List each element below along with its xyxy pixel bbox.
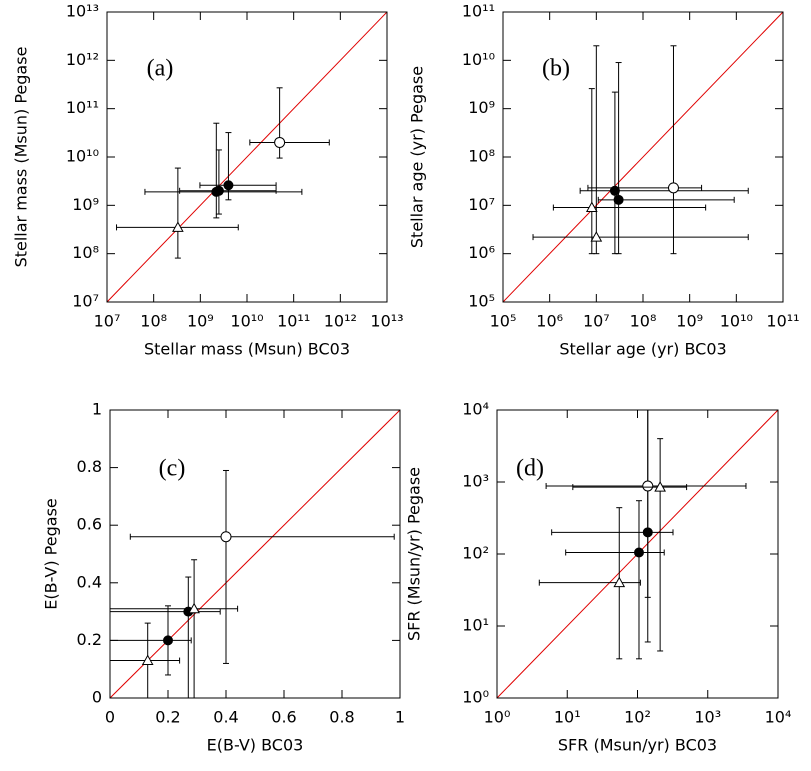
point [609, 185, 620, 196]
y-tick-label: 10¹² [66, 50, 99, 69]
x-tick-label: 10⁴ [765, 708, 792, 727]
diagonal [106, 11, 388, 303]
y-tick-label: 10⁷ [72, 292, 99, 311]
point [667, 182, 679, 194]
y-tick-label: 10¹⁰ [462, 50, 495, 69]
x-tick-label: 10¹⁰ [720, 312, 753, 331]
y-axis-label: Stellar age (yr) Pegase [408, 66, 427, 248]
point [220, 531, 232, 543]
point [590, 231, 603, 242]
x-tick-label: 10¹³ [370, 312, 403, 331]
panel-title: (a) [147, 56, 174, 82]
y-tick-label: 0 [92, 688, 102, 707]
y-tick-label: 10¹¹ [462, 2, 495, 21]
y-tick-label: 10⁰ [462, 688, 489, 707]
point [213, 185, 224, 196]
y-tick-label: 10⁸ [468, 147, 495, 166]
point [654, 481, 666, 492]
y-axis-label: Stellar mass (Msun) Pegase [12, 47, 31, 268]
y-tick-label: 10⁶ [468, 243, 495, 262]
plot-frame [106, 11, 388, 303]
y-tick-label: 10¹⁰ [66, 147, 99, 166]
y-tick-label: 10⁹ [72, 195, 99, 214]
y-tick-label: 10¹¹ [66, 98, 99, 117]
y-tick-label: 0.2 [77, 630, 102, 649]
y-tick-label: 10⁵ [468, 292, 495, 311]
x-tick-label: 10³ [694, 708, 721, 727]
y-axis-label: SFR (Msun/yr) Pegase [405, 467, 424, 641]
x-tick-label: 10¹² [324, 312, 357, 331]
x-tick-label: 0.4 [213, 708, 238, 727]
x-tick-label: 10⁹ [676, 312, 703, 331]
plot-frame [502, 11, 784, 303]
x-axis-label: Stellar age (yr) BC03 [559, 340, 726, 359]
x-tick-label: 10¹¹ [277, 312, 310, 331]
diagonal [109, 409, 401, 699]
x-tick-label: 0.6 [271, 708, 296, 727]
x-tick-label: 10⁸ [140, 312, 167, 331]
point [642, 480, 654, 492]
panel-title: (c) [159, 456, 186, 482]
x-tick-label: 10⁷ [94, 312, 121, 331]
point [163, 635, 173, 646]
point [188, 602, 200, 614]
x-tick-label: 10⁶ [536, 312, 563, 331]
point [633, 547, 644, 558]
x-tick-label: 10¹⁰ [230, 312, 263, 331]
x-axis-label: Stellar mass (Msun) BC03 [144, 340, 350, 359]
y-tick-label: 10¹³ [66, 2, 99, 21]
point [141, 654, 154, 666]
diagonal [502, 11, 784, 303]
x-tick-label: 10¹¹ [766, 312, 799, 331]
x-axis-label: SFR (Msun/yr) BC03 [558, 736, 717, 755]
point [172, 221, 184, 232]
y-axis-label: E(B-V) Pegase [42, 498, 61, 610]
x-tick-label: 10⁵ [490, 312, 517, 331]
point [274, 136, 286, 148]
point [585, 201, 598, 213]
y-tick-label: 0.6 [77, 515, 102, 534]
panel-title: (d) [516, 456, 544, 482]
point [223, 180, 234, 191]
y-tick-label: 10⁸ [72, 243, 99, 262]
y-tick-label: 0.8 [77, 457, 102, 476]
y-tick-label: 0.4 [77, 572, 102, 591]
x-tick-label: 10⁰ [484, 708, 511, 727]
y-tick-label: 1 [92, 400, 102, 419]
x-tick-label: 0.8 [329, 708, 354, 727]
y-tick-label: 10⁹ [468, 98, 495, 117]
plot-frame [496, 409, 779, 699]
y-tick-label: 10¹ [462, 616, 489, 635]
x-tick-label: 10² [624, 708, 651, 727]
x-axis-label: E(B-V) BC03 [207, 736, 304, 755]
x-tick-label: 0 [105, 708, 115, 727]
plot-frame [109, 409, 401, 699]
panel-title: (b) [542, 56, 570, 82]
x-tick-label: 1 [395, 708, 405, 727]
point [613, 576, 626, 588]
y-tick-label: 10³ [462, 472, 489, 491]
y-tick-label: 10² [462, 544, 489, 563]
y-tick-label: 10⁷ [468, 195, 495, 214]
y-tick-label: 10⁴ [462, 400, 489, 419]
x-tick-label: 10⁷ [583, 312, 610, 331]
x-tick-label: 10⁹ [187, 312, 214, 331]
x-tick-label: 10¹ [554, 708, 581, 727]
x-tick-label: 0.2 [155, 708, 180, 727]
point [613, 194, 624, 205]
x-tick-label: 10⁸ [630, 312, 657, 331]
